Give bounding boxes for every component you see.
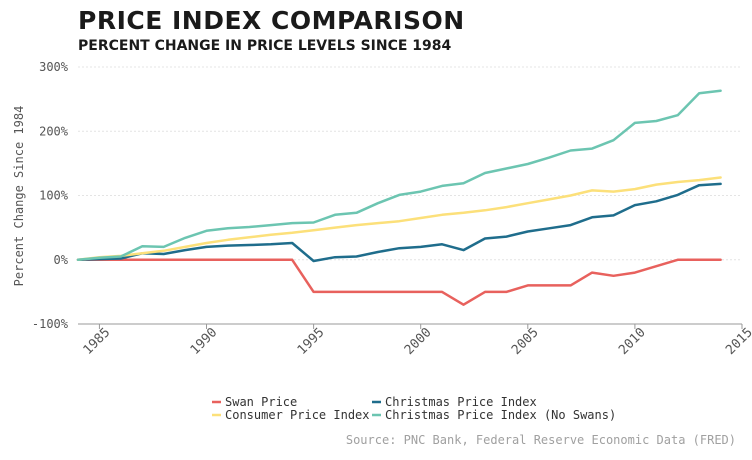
x-tick-label: 2000 — [402, 325, 435, 358]
series-line — [76, 182, 722, 263]
series-line — [76, 89, 722, 262]
y-tick-label: 200% — [39, 124, 69, 138]
legend-label: Christmas Price Index (No Swans) — [385, 408, 616, 422]
x-tick-label: 2015 — [723, 325, 752, 358]
x-tick-label: 1995 — [295, 325, 328, 358]
y-axis-label: Percent Change Since 1984 — [12, 106, 26, 287]
y-tick-label: 300% — [39, 60, 69, 74]
y-axis-ticks: -100% 0% 100% 200% 300% — [32, 60, 69, 331]
legend-label: Christmas Price Index — [385, 395, 537, 409]
legend-item: Consumer Price Index — [212, 408, 370, 422]
gridlines — [78, 66, 742, 261]
x-tick-label: 1990 — [188, 325, 221, 358]
source-note: Source: PNC Bank, Federal Reserve Econom… — [346, 433, 736, 447]
x-tick-label: 2010 — [616, 325, 649, 358]
legend-item: Swan Price — [212, 395, 297, 409]
x-tick-label: 2005 — [509, 325, 542, 358]
series-line — [76, 176, 722, 262]
legend-label: Swan Price — [225, 395, 297, 409]
legend-item: Christmas Price Index — [372, 395, 537, 409]
y-tick-label: -100% — [32, 317, 69, 331]
legend-label: Consumer Price Index — [225, 408, 370, 422]
x-axis-ticks: 1985 1990 1995 2000 2005 2010 2015 — [81, 324, 752, 358]
x-tick-label: 1985 — [81, 325, 114, 358]
chart-title: PRICE INDEX COMPARISON — [78, 6, 465, 35]
legend-item: Christmas Price Index (No Swans) — [372, 408, 616, 422]
chart-subtitle: PERCENT CHANGE IN PRICE LEVELS SINCE 198… — [78, 38, 452, 54]
series-lines — [76, 89, 722, 306]
series-line — [76, 258, 722, 306]
y-tick-label: 100% — [39, 189, 69, 203]
y-tick-label: 0% — [54, 253, 69, 267]
